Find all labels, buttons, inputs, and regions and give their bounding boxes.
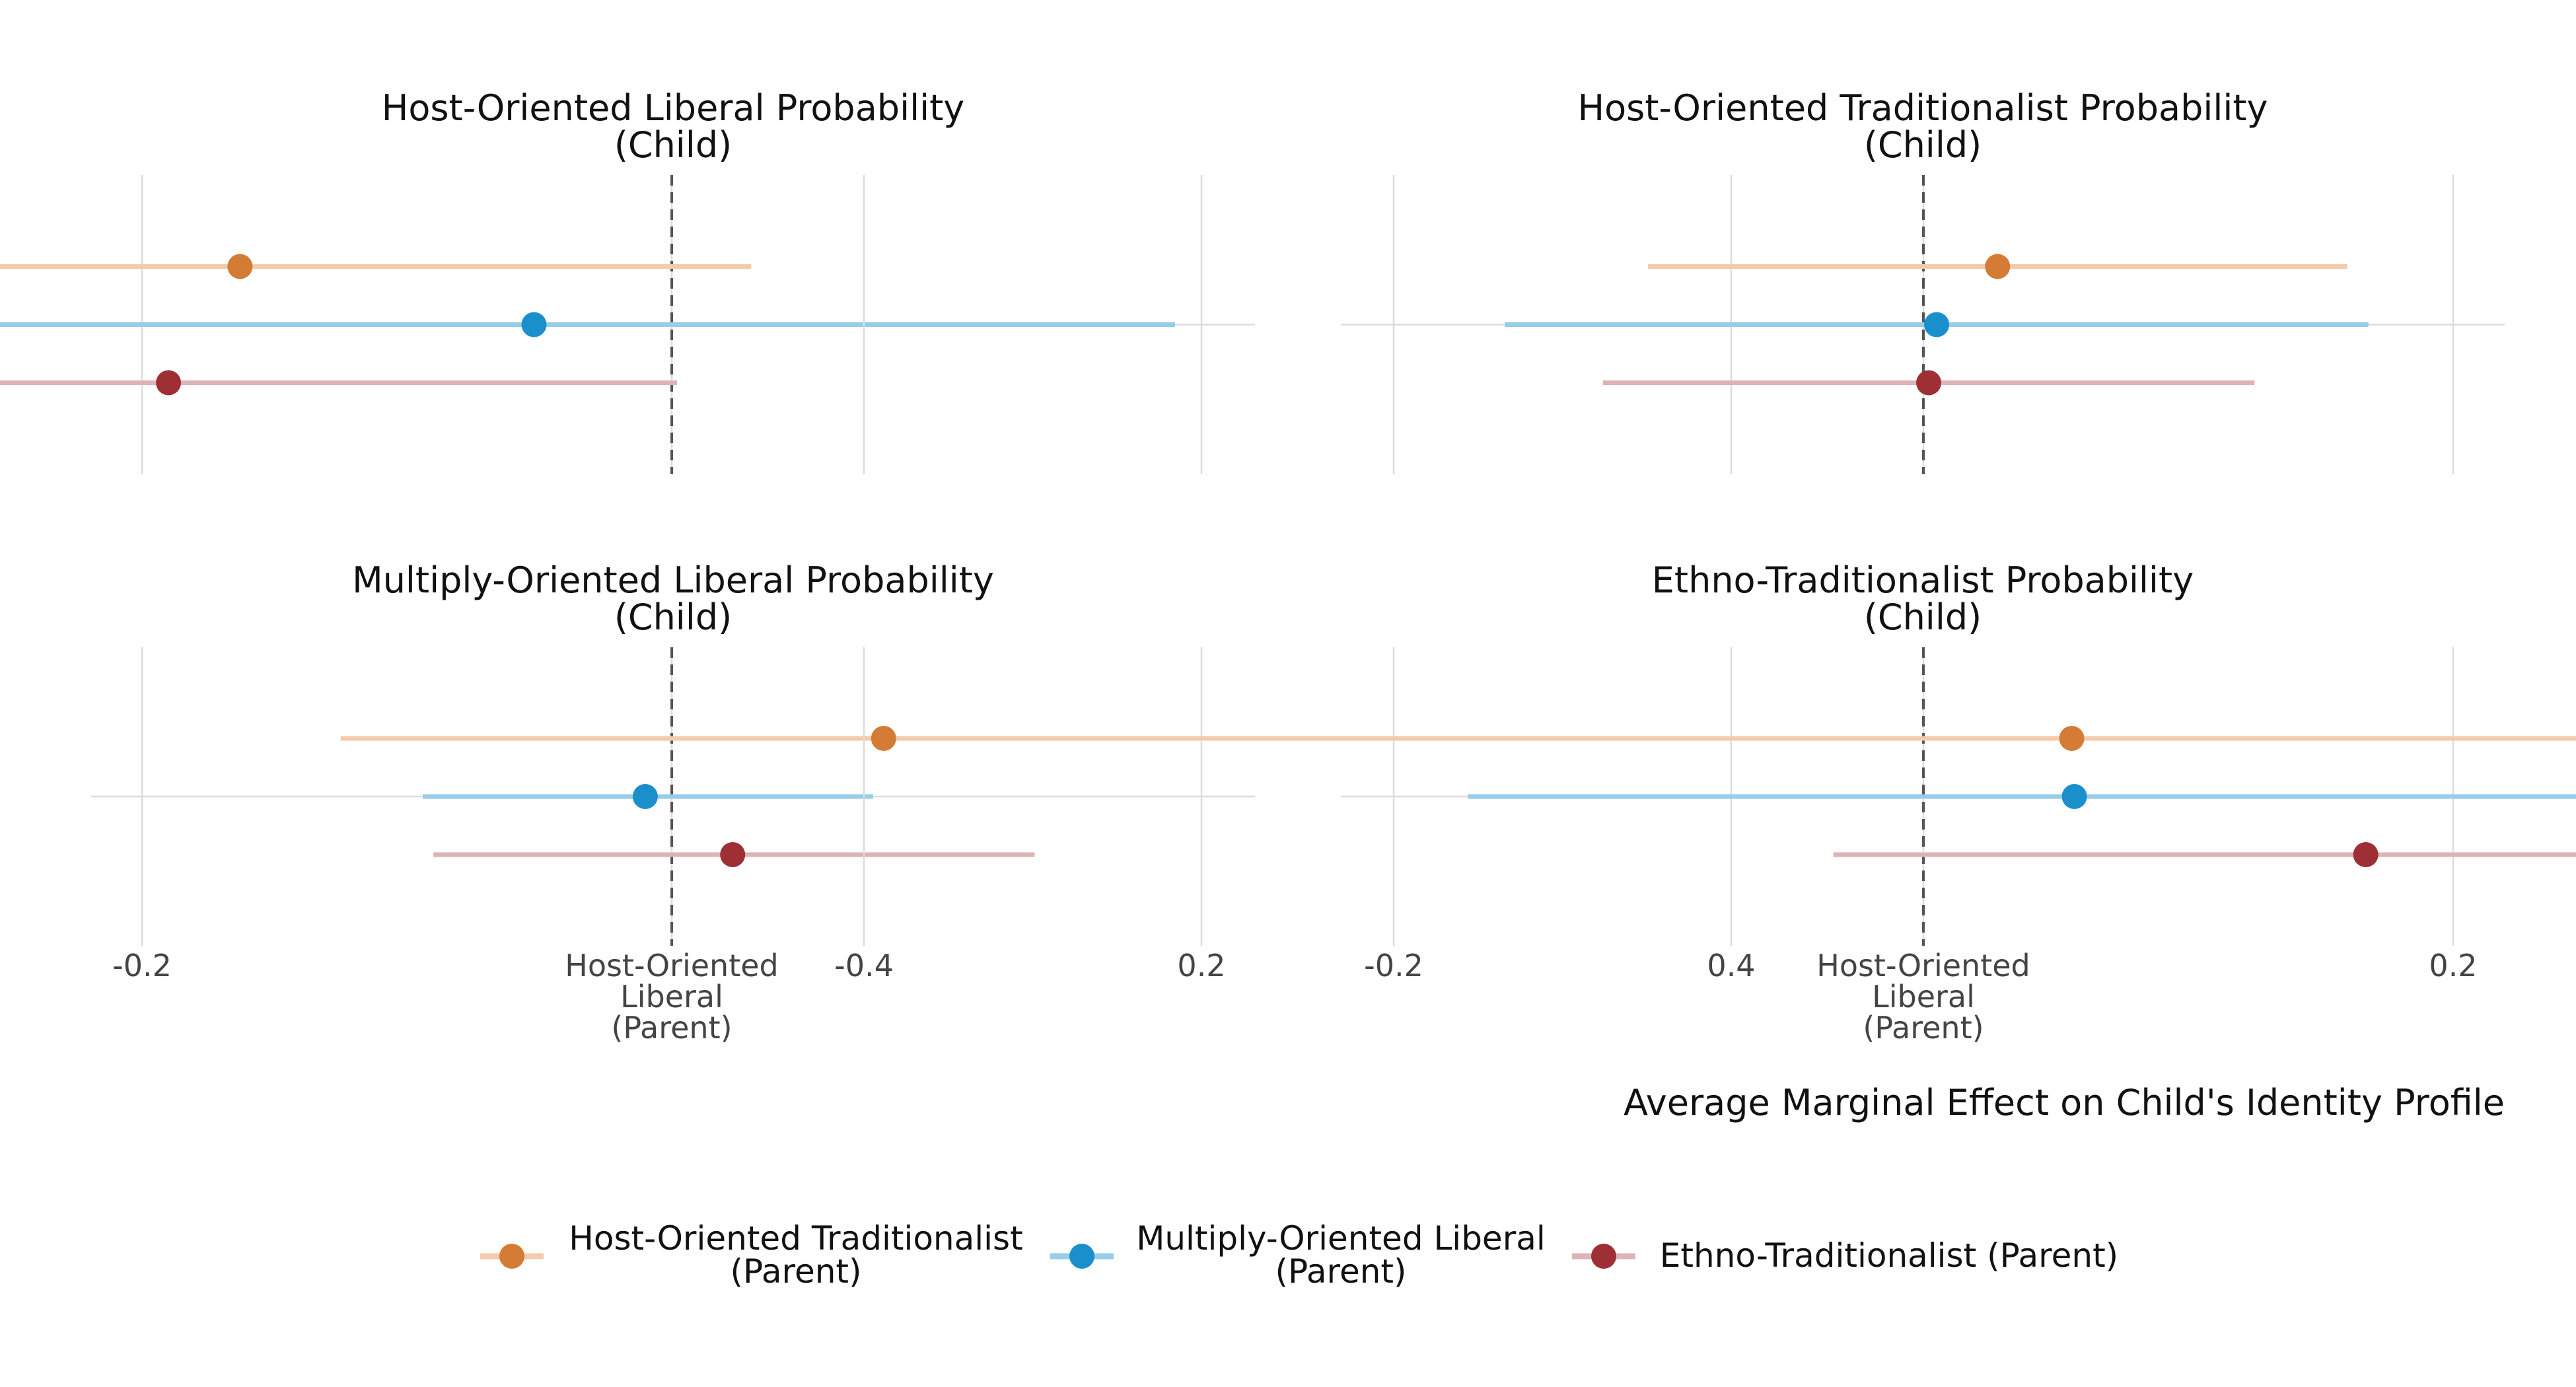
panels-group: Host-Oriented Liberal Probability (Child)… — [0, 87, 2576, 1046]
panel-title: Ethno-Traditionalist Probability (Child) — [1652, 559, 2194, 638]
panel-title: Multiply-Oriented Liberal Probability (Ch… — [352, 559, 994, 638]
legend-label: Host-Oriented Traditionalist (Parent) — [569, 1219, 1022, 1291]
point-estimate — [521, 312, 547, 338]
legend: Host-Oriented Traditionalist (Parent) Mult… — [480, 1219, 2118, 1291]
panel-2: Host-Oriented Traditionalist Probability… — [863, 87, 2505, 474]
point-estimate — [1916, 370, 1942, 396]
point-estimate — [2061, 784, 2087, 809]
panel-1: Host-Oriented Liberal Probability (Child) — [0, 87, 1733, 474]
point-estimate — [720, 842, 746, 867]
x-tick-label: 0.2 — [2429, 948, 2477, 983]
legend-item-1: Host-Oriented Traditionalist (Parent) — [480, 1219, 1023, 1291]
point-estimate — [227, 254, 253, 279]
panel-4: Ethno-Traditionalist Probability (Child) -… — [834, 559, 2576, 1046]
point-estimate — [2059, 726, 2085, 751]
legend-label: Multiply-Oriented Liberal (Parent) — [1136, 1219, 1546, 1291]
panel-title: Host-Oriented Liberal Probability (Child) — [382, 87, 964, 166]
point-estimate — [1924, 312, 1950, 338]
point-estimate — [1985, 254, 2011, 279]
legend-item-3: Ethno-Traditionalist (Parent) — [1572, 1236, 2118, 1275]
x-tick-label: 0.4 — [1707, 948, 1755, 983]
x-tick-label: Host-Oriented Liberal (Parent) — [565, 948, 779, 1046]
x-axis-title: Average Marginal Effect on Child's Ident… — [1624, 1082, 2505, 1123]
x-tick-label: -0.2 — [1364, 948, 1423, 983]
legend-key-dot — [1591, 1244, 1616, 1269]
point-estimate — [632, 784, 658, 809]
point-estimate — [156, 370, 182, 396]
legend-item-2: Multiply-Oriented Liberal (Parent) — [1050, 1219, 1546, 1291]
point-estimate — [871, 726, 896, 751]
point-estimate — [2353, 842, 2379, 867]
legend-label: Ethno-Traditionalist (Parent) — [1660, 1236, 2118, 1275]
x-tick-label: Host-Oriented Liberal (Parent) — [1816, 948, 2030, 1046]
legend-key-dot — [1069, 1244, 1094, 1269]
x-tick-label: 0.2 — [1177, 948, 1225, 983]
x-tick-label: -0.4 — [834, 948, 894, 983]
panel-3: Multiply-Oriented Liberal Probability (Ch… — [91, 559, 1756, 1046]
x-tick-label: -0.2 — [112, 948, 172, 983]
panel-title: Host-Oriented Traditionalist Probability… — [1577, 87, 2268, 166]
legend-key-dot — [499, 1244, 524, 1269]
